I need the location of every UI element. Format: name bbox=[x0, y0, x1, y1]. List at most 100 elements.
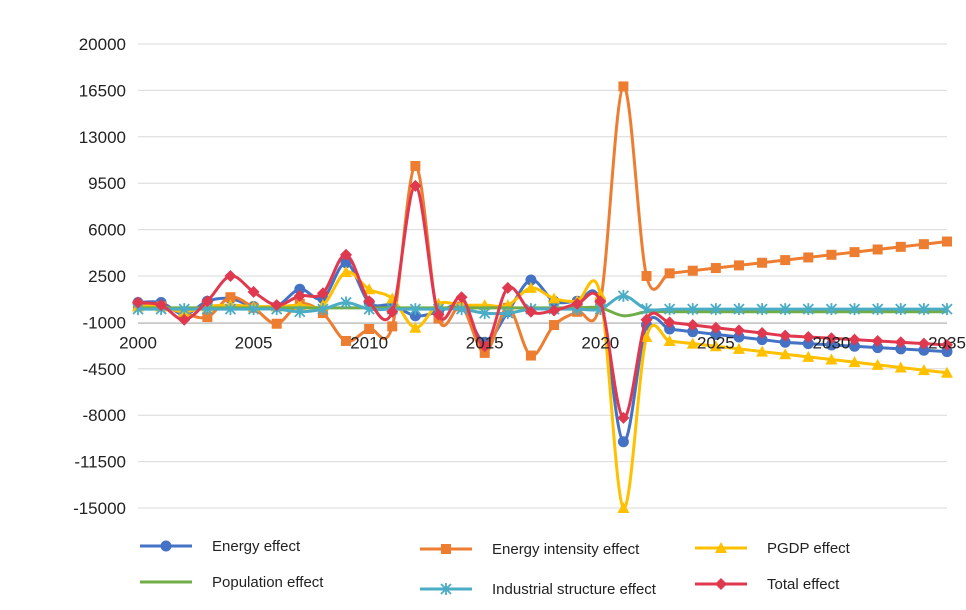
data-point bbox=[317, 303, 329, 316]
series-line bbox=[137, 84, 948, 358]
data-point bbox=[224, 303, 237, 316]
data-point bbox=[779, 348, 792, 360]
legend-item: Industrial structure effect bbox=[420, 581, 657, 598]
data-point bbox=[640, 330, 653, 342]
x-tick-label: 2020 bbox=[581, 333, 619, 352]
data-point bbox=[802, 350, 815, 362]
data-point bbox=[715, 542, 727, 553]
data-point bbox=[918, 303, 930, 316]
data-point bbox=[802, 303, 814, 316]
data-point bbox=[340, 257, 352, 269]
data-point bbox=[617, 502, 630, 513]
data-point bbox=[664, 268, 675, 279]
data-point bbox=[872, 244, 883, 255]
data-point bbox=[524, 305, 537, 318]
data-point bbox=[825, 339, 837, 351]
data-point bbox=[340, 248, 353, 261]
data-point bbox=[247, 285, 260, 298]
y-tick-label: -11500 bbox=[74, 453, 126, 472]
data-point bbox=[340, 296, 352, 309]
data-point bbox=[802, 338, 814, 350]
data-point bbox=[895, 343, 907, 355]
legend-item: Energy effect bbox=[140, 538, 301, 555]
y-tick-label: 6000 bbox=[88, 221, 126, 240]
data-point bbox=[618, 81, 629, 92]
legend-item: Total effect bbox=[695, 576, 840, 593]
data-point bbox=[271, 318, 282, 329]
data-point bbox=[409, 321, 422, 333]
data-point bbox=[455, 291, 468, 304]
data-point bbox=[686, 337, 699, 349]
data-point bbox=[479, 347, 490, 358]
data-point bbox=[848, 356, 861, 368]
data-point bbox=[687, 265, 698, 276]
series-5 bbox=[132, 179, 953, 424]
y-tick-label: 9500 bbox=[88, 174, 126, 193]
legend-item: PGDP effect bbox=[695, 540, 851, 557]
data-point bbox=[641, 271, 652, 281]
data-point bbox=[848, 333, 861, 346]
data-point bbox=[941, 346, 953, 358]
data-point bbox=[825, 332, 838, 345]
data-point bbox=[594, 295, 607, 308]
x-tick-label: 2005 bbox=[235, 333, 273, 352]
legend-item: Population effect bbox=[140, 574, 324, 591]
data-point bbox=[617, 411, 630, 424]
data-point bbox=[871, 358, 884, 370]
data-point bbox=[640, 313, 653, 326]
data-point bbox=[548, 292, 561, 304]
data-point bbox=[664, 323, 676, 335]
data-point bbox=[715, 578, 727, 590]
legend-label: Total effect bbox=[767, 576, 840, 593]
data-point bbox=[409, 179, 422, 192]
data-point bbox=[432, 308, 445, 321]
data-point bbox=[709, 340, 722, 352]
x-axis: 2000 2005 2010 2015 2020 2025 2030 2035 bbox=[119, 333, 966, 352]
series-lines bbox=[132, 81, 953, 513]
x-tick-label: 2000 bbox=[119, 333, 157, 352]
data-point bbox=[524, 281, 537, 293]
data-point bbox=[894, 361, 907, 373]
y-tick-label: 20000 bbox=[79, 35, 126, 54]
data-point bbox=[710, 263, 721, 274]
data-point bbox=[294, 283, 306, 295]
data-point bbox=[941, 366, 953, 378]
data-point bbox=[663, 303, 676, 316]
data-point bbox=[340, 266, 353, 278]
data-point bbox=[440, 583, 452, 595]
data-point bbox=[756, 327, 769, 340]
data-point bbox=[779, 336, 791, 348]
data-point bbox=[802, 330, 815, 343]
data-point bbox=[918, 239, 929, 250]
data-point bbox=[502, 307, 514, 320]
data-point bbox=[941, 303, 953, 316]
data-point bbox=[757, 257, 768, 268]
data-point bbox=[825, 353, 838, 365]
data-point bbox=[779, 303, 791, 316]
data-point bbox=[364, 324, 375, 335]
data-point bbox=[247, 303, 260, 316]
data-point bbox=[849, 340, 861, 352]
y-tick-label: -8000 bbox=[83, 406, 126, 425]
legend-item: Energy intensity effect bbox=[420, 541, 640, 558]
data-point bbox=[201, 295, 214, 308]
data-point bbox=[803, 252, 814, 263]
y-tick-label: 13000 bbox=[79, 128, 126, 147]
data-point bbox=[663, 334, 676, 346]
data-point bbox=[826, 249, 837, 260]
data-point bbox=[872, 303, 884, 316]
data-point bbox=[178, 303, 190, 316]
data-point bbox=[225, 292, 236, 303]
data-point bbox=[780, 255, 791, 266]
data-point bbox=[872, 342, 884, 354]
x-tick-label: 2035 bbox=[928, 333, 966, 352]
x-tick-label: 2015 bbox=[466, 333, 504, 352]
data-point bbox=[294, 305, 306, 318]
data-point bbox=[525, 350, 536, 361]
y-tick-label: 2500 bbox=[88, 267, 126, 286]
data-point bbox=[917, 364, 930, 376]
data-point bbox=[733, 260, 744, 271]
legend-label: Population effect bbox=[212, 574, 324, 591]
legend-label: Energy intensity effect bbox=[492, 541, 640, 558]
data-point bbox=[202, 312, 213, 323]
